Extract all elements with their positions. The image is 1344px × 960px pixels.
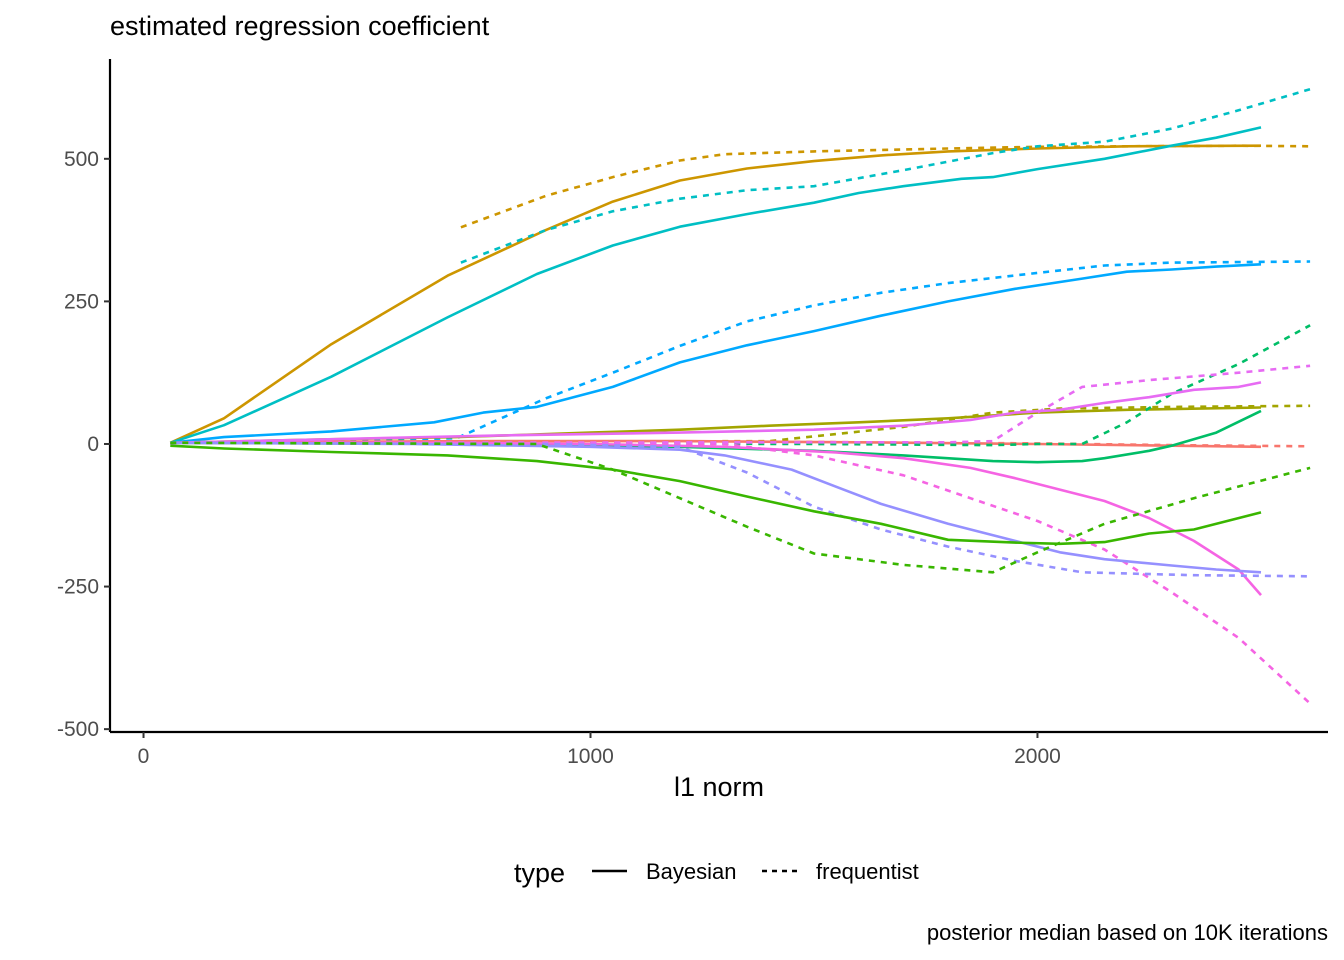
legend: type Bayesian frequentist: [514, 858, 919, 888]
series-line-bayesian-4: [170, 263, 1262, 445]
x-tick-label: 0: [138, 745, 150, 768]
legend-label-frequentist: frequentist: [816, 859, 919, 884]
series-line-frequentist-19: [170, 441, 1311, 574]
legend-title: type: [514, 858, 565, 888]
y-tick-label: 500: [64, 148, 99, 171]
x-ticks: 0 1000 2000: [138, 732, 1061, 768]
series-line-bayesian-14: [170, 381, 1262, 445]
series-line-frequentist-17: [170, 441, 1311, 578]
legend-label-bayesian: Bayesian: [646, 859, 737, 884]
y-tick-label: -500: [57, 718, 99, 741]
x-tick-label: 2000: [1014, 745, 1061, 768]
x-tick-label: 1000: [567, 745, 614, 768]
series-line-frequentist-5: [170, 260, 1311, 445]
chart-title: estimated regression coefficient: [110, 11, 490, 41]
y-tick-label: 250: [64, 290, 99, 313]
series-line-bayesian-18: [170, 444, 1262, 546]
series-line-frequentist-1: [460, 144, 1311, 229]
caption: posterior median based on 10K iterations: [927, 920, 1328, 945]
series-line-frequentist-15: [170, 364, 1311, 445]
x-axis-title: l1 norm: [674, 772, 764, 802]
series-line-bayesian-12: [170, 441, 1262, 596]
y-ticks: -500 -250 0 250 500: [57, 148, 110, 741]
y-tick-label: -250: [57, 576, 99, 599]
series-line-bayesian-0: [169, 144, 1262, 444]
series-line-bayesian-2: [169, 126, 1262, 445]
y-tick-label: 0: [87, 433, 99, 456]
series-line-frequentist-7: [170, 404, 1311, 445]
series-line-bayesian-16: [170, 441, 1262, 574]
series-layer: [169, 87, 1311, 705]
series-line-frequentist-3: [460, 87, 1311, 264]
series-line-frequentist-13: [170, 441, 1311, 705]
